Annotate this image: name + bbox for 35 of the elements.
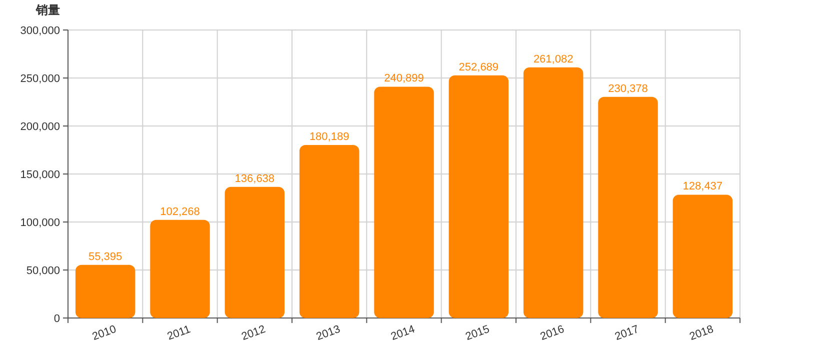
bar	[150, 220, 210, 318]
bar	[224, 186, 285, 318]
y-tick-label: 0	[54, 313, 60, 325]
x-tick-label: 2013	[314, 323, 342, 343]
data-label: 240,899	[384, 72, 424, 85]
y-tick-label: 200,000	[20, 121, 60, 133]
x-tick-label: 2015	[464, 323, 492, 343]
bar	[299, 145, 360, 318]
x-tick-label: 2011	[166, 323, 192, 343]
data-label: 102,268	[160, 206, 200, 218]
bar	[598, 96, 658, 318]
data-label: 55,395	[88, 250, 122, 263]
data-label: 136,638	[234, 172, 275, 185]
data-label: 261,082	[533, 53, 574, 66]
y-tick-label: 150,000	[20, 169, 60, 181]
bar	[374, 86, 434, 318]
y-tick-label: 250,000	[20, 73, 60, 85]
y-tick-label: 100,000	[20, 217, 60, 229]
bar	[448, 75, 509, 318]
bar	[75, 264, 136, 318]
bar	[523, 67, 584, 318]
bar	[672, 194, 733, 318]
x-tick-label: 2014	[389, 323, 417, 343]
y-axis-title: 销量	[35, 3, 60, 17]
x-tick-label: 2017	[613, 323, 641, 343]
y-tick-label: 300,000	[20, 25, 60, 37]
y-tick-label: 50,000	[26, 265, 60, 277]
data-label: 180,189	[309, 131, 350, 144]
x-tick-label: 2012	[240, 323, 268, 343]
x-tick-label: 2010	[90, 323, 118, 343]
x-tick-label: 2016	[538, 323, 566, 343]
data-label: 128,437	[682, 180, 723, 193]
data-label: 230,378	[608, 82, 648, 95]
x-tick-label: 2018	[688, 323, 716, 343]
data-label: 252,689	[458, 61, 499, 74]
